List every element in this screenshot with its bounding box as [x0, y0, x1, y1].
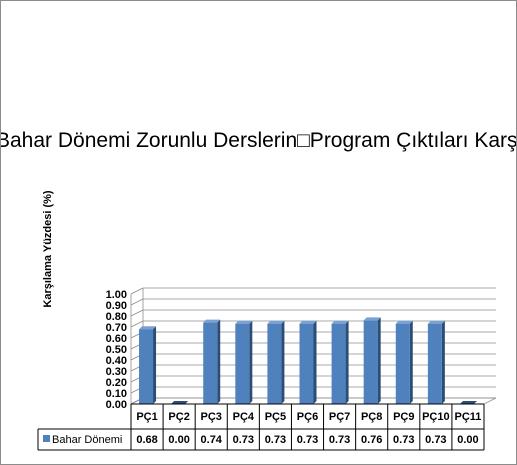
- x-tick-label: PÇ8: [361, 411, 382, 423]
- bar-PÇ6: [299, 320, 317, 404]
- bar-PÇ11: [459, 401, 477, 404]
- bar-PÇ9: [395, 320, 413, 404]
- bar-PÇ2: [171, 401, 189, 404]
- data-label: 0.73: [265, 434, 286, 446]
- data-label: 0.76: [361, 434, 382, 446]
- gridline-depth: [130, 287, 144, 295]
- y-tick-label: 0.00: [106, 399, 127, 411]
- bar-PÇ1: [139, 326, 157, 404]
- data-label: 0.00: [168, 434, 189, 446]
- x-tick-label: PÇ7: [329, 411, 350, 423]
- y-tick-label: 0.30: [106, 366, 127, 378]
- x-tick-label: PÇ9: [393, 411, 414, 423]
- chart-title: Bahar Dönemi Zorunlu Derslerin□Program Ç…: [0, 129, 517, 152]
- y-tick-label: 0.40: [106, 355, 127, 367]
- y-tick-label: 0.60: [106, 333, 127, 345]
- bar-PÇ8: [363, 317, 381, 404]
- x-tick-label: PÇ2: [168, 411, 189, 423]
- x-tick-label: PÇ3: [201, 411, 222, 423]
- x-tick-label: PÇ6: [297, 411, 318, 423]
- y-tick-label: 0.90: [106, 300, 127, 312]
- y-tick-label: 0.20: [106, 377, 127, 389]
- bar-PÇ7: [331, 320, 349, 404]
- x-tick-label: PÇ11: [454, 411, 481, 423]
- x-tick-label: PÇ4: [233, 411, 255, 423]
- data-label: 0.73: [233, 434, 254, 446]
- data-label: 0.68: [136, 434, 157, 446]
- x-tick-label: PÇ5: [265, 411, 286, 423]
- gridline-depth: [130, 320, 144, 328]
- x-tick-label: PÇ10: [422, 411, 450, 423]
- data-label: 0.00: [457, 434, 478, 446]
- y-tick-label: 1.00: [106, 289, 127, 301]
- gridline-depth: [130, 309, 144, 317]
- bar-PÇ5: [267, 320, 285, 404]
- bar-PÇ3: [203, 319, 221, 404]
- y-tick-label: 0.50: [106, 344, 127, 356]
- legend-key: [43, 435, 50, 442]
- y-tick-label: 0.10: [106, 388, 127, 400]
- legend-series-name: Bahar Dönemi: [52, 434, 122, 446]
- gridline-depth: [130, 298, 144, 306]
- y-tick-label: 0.80: [106, 311, 127, 323]
- data-label: 0.73: [329, 434, 350, 446]
- data-label: 0.74: [201, 434, 223, 446]
- x-tick-label: PÇ1: [136, 411, 157, 423]
- y-tick-label: 0.70: [106, 322, 127, 334]
- data-label: 0.73: [297, 434, 318, 446]
- data-label: 0.73: [393, 434, 414, 446]
- bar-PÇ10: [427, 320, 445, 404]
- bar-PÇ4: [235, 320, 253, 404]
- data-label: 0.73: [425, 434, 446, 446]
